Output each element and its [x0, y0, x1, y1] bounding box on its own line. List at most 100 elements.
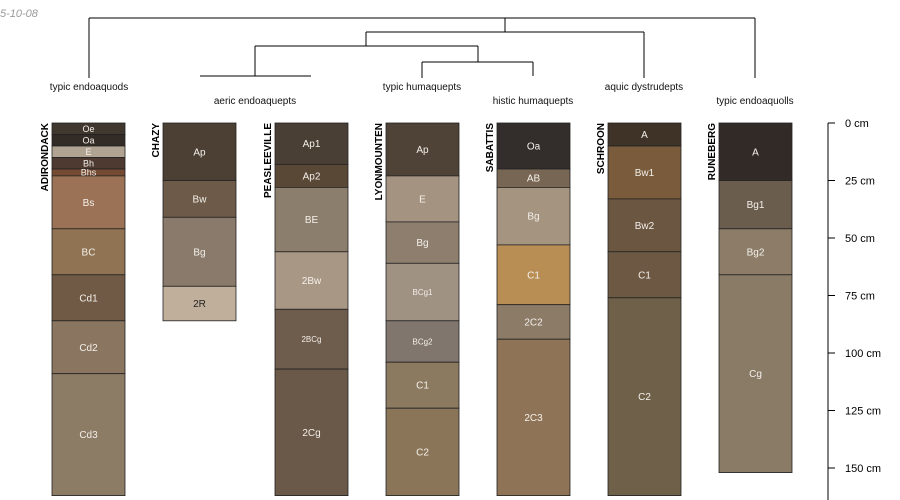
horizon-label: C1: [527, 270, 540, 281]
horizon-label: A: [641, 130, 648, 141]
horizon-bcg2: [385, 320, 460, 363]
horizon-label: E: [419, 194, 426, 205]
profile-name: SCHROON: [596, 123, 607, 174]
depth-axis: 0 cm 25 cm 50 cm 75 cm 100 cm 125 cm 150 cm: [827, 118, 881, 500]
classification-label: aeric endoaquepts: [214, 96, 296, 107]
horizon-bg: [496, 186, 571, 246]
soil-profile-runeberg: A Bg1 Bg2 Cg RUNEBERG: [707, 122, 793, 473]
horizon-bc: [51, 228, 126, 276]
horizon-label: Cd3: [79, 430, 98, 441]
depth-tick-label: 150 cm: [845, 463, 881, 475]
date-stamp: 5-10-08: [0, 8, 38, 20]
horizon-bg1: [718, 180, 793, 230]
horizon-label: Bg2: [747, 247, 765, 258]
classification-label: typic endoaquods: [50, 82, 128, 93]
horizon-label: C1: [416, 381, 429, 392]
horizon-label: Bg: [416, 238, 428, 249]
horizon-label: 2Cg: [302, 428, 320, 439]
soil-profile-sabattis: Oa AB Bg C1 2C2 2C3 SABATTIS: [485, 122, 571, 497]
horizon-label: BE: [305, 215, 319, 226]
depth-tick-label: 125 cm: [845, 406, 881, 418]
horizon-label: C2: [638, 392, 651, 403]
horizon-label: BCg1: [412, 288, 433, 297]
profile-name: RUNEBERG: [707, 123, 718, 180]
horizon-label: Ap1: [303, 139, 321, 150]
horizon-bg2: [718, 228, 793, 276]
horizon-label: 2C2: [524, 317, 543, 328]
horizon-label: BCg2: [412, 337, 433, 346]
profile-name: SABATTIS: [485, 123, 496, 173]
horizon-be: [274, 186, 349, 253]
horizon-2c3: [496, 338, 571, 497]
profile-name: PEASLEEVILLE: [263, 123, 274, 198]
horizon-c2: [385, 407, 460, 497]
horizon-label: Ap2: [303, 171, 321, 182]
horizon-ap: [385, 122, 460, 177]
horizon-bcg1: [385, 262, 460, 322]
horizon-oa: [496, 122, 571, 170]
horizon-label: 2R: [193, 299, 206, 310]
horizon-cd3: [51, 373, 126, 497]
horizon-label: E: [85, 147, 91, 157]
depth-tick-label: 50 cm: [845, 233, 875, 245]
horizon-label: C1: [638, 270, 651, 281]
horizon-label: Bw2: [635, 221, 655, 232]
horizon-bw2: [607, 198, 682, 253]
profile-name: LYONMOUNTEN: [374, 123, 385, 200]
horizon-label: 2C3: [524, 413, 543, 424]
horizon-label: Cd2: [79, 343, 98, 354]
horizon-2bcg: [274, 308, 349, 370]
horizon-label: Bw1: [635, 168, 655, 179]
soil-profile-schroon: A Bw1 Bw2 C1 C2 SCHROON: [596, 122, 682, 496]
depth-tick-label: 0 cm: [845, 118, 869, 130]
horizon-2bw: [274, 251, 349, 310]
horizon-label: 2Bw: [302, 276, 322, 287]
classification-label: typic humaquepts: [383, 82, 461, 93]
horizon-label: AB: [527, 174, 541, 185]
horizon-label: 2BCg: [301, 335, 321, 344]
horizon-label: Bg: [527, 212, 539, 223]
horizon-label: Cg: [749, 369, 762, 380]
horizon-label: A: [752, 147, 759, 158]
horizon-cd1: [51, 274, 126, 322]
classification-label: histic humaquepts: [493, 96, 574, 107]
horizon-label: Oa: [527, 142, 541, 153]
horizon-2cg: [274, 368, 349, 497]
horizon-label: Bs: [83, 198, 95, 209]
horizon-label: Cd1: [79, 293, 98, 304]
horizon-c1: [385, 361, 460, 409]
soil-profile-chazy: Ap Bw Bg 2R CHAZY: [151, 122, 237, 322]
horizon-label: Bg1: [747, 200, 765, 211]
horizon-cd2: [51, 320, 126, 375]
horizon-label: C2: [416, 447, 429, 458]
horizon-e: [385, 175, 460, 223]
horizon-bw1: [607, 145, 682, 200]
profile-name: ADIRONDACK: [40, 122, 51, 191]
depth-tick-label: 100 cm: [845, 348, 881, 360]
classification-label: aquic dystrudepts: [605, 82, 683, 93]
profile-name: CHAZY: [151, 123, 162, 158]
horizon-bw: [162, 180, 237, 218]
horizon-ap1: [274, 122, 349, 165]
horizon-a: [718, 122, 793, 181]
horizon-label: Ap: [193, 147, 206, 158]
horizon-label: BC: [82, 247, 96, 258]
horizon-label: Oa: [82, 135, 94, 145]
horizon-label: Oe: [82, 124, 94, 134]
horizon-c2: [607, 297, 682, 496]
horizon-cg: [718, 274, 793, 473]
depth-tick-label: 25 cm: [845, 176, 875, 188]
soil-profile-lyonmounten: Ap E Bg BCg1 BCg2 C1 C2 LYONMOUNTEN: [374, 122, 460, 497]
horizon-c1: [496, 244, 571, 306]
soil-profile-peasleeville: Ap1 Ap2 BE 2Bw 2BCg 2Cg PEASLEEVILLE: [263, 122, 349, 497]
horizon-bg: [162, 216, 237, 287]
classification-label: typic endoaquolls: [716, 96, 793, 107]
horizon-label: Bw: [193, 194, 208, 205]
horizon-label: Bg: [193, 247, 205, 258]
horizon-label: Ap: [416, 145, 429, 156]
horizon-2r: [162, 285, 237, 322]
dendrogram: [88, 17, 756, 78]
